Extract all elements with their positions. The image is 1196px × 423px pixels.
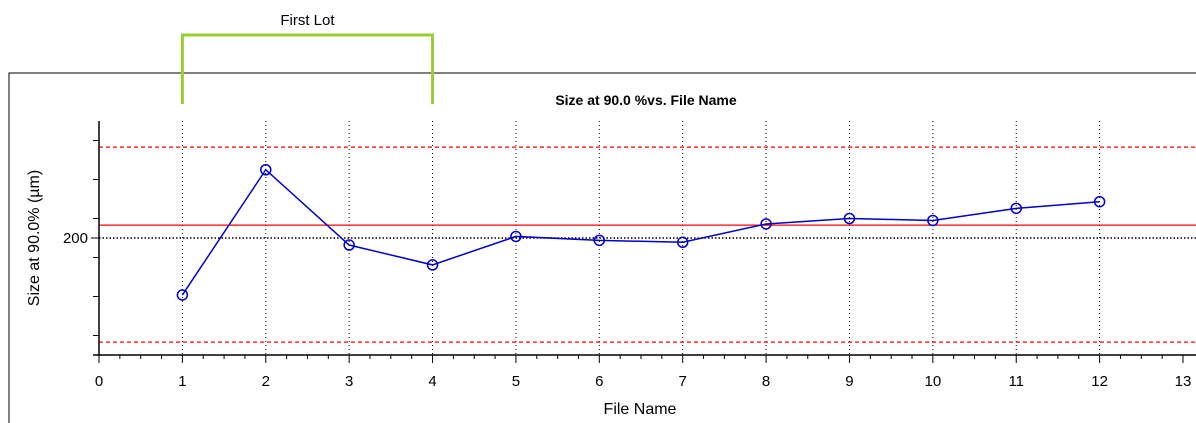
x-axis-title: File Name — [604, 401, 677, 418]
data-point — [1010, 202, 1022, 215]
data-point — [1093, 195, 1106, 208]
x-tick-label: 1 — [178, 373, 186, 390]
data-point — [426, 259, 439, 271]
data-point — [510, 230, 522, 243]
x-tick-label: 6 — [595, 373, 603, 390]
data-point — [760, 218, 772, 230]
x-tick-label: 5 — [512, 373, 520, 390]
data-point — [593, 234, 606, 247]
reference-lines — [99, 146, 1196, 343]
data-point — [176, 289, 189, 301]
data-point — [927, 214, 939, 227]
y-tick-label: 200 — [63, 230, 88, 247]
y-axis-title: Size at 90.0% (µm) — [26, 170, 43, 306]
series-layer — [176, 164, 1106, 301]
data-point — [260, 164, 272, 176]
data-point — [343, 239, 355, 251]
data-point — [843, 212, 856, 225]
series-line-0 — [181, 168, 1100, 296]
first-lot-annotation: First Lot — [180, 12, 435, 104]
first-lot-bracket — [180, 33, 435, 104]
x-tick-label: 4 — [428, 373, 436, 390]
x-tick-label: 8 — [762, 373, 770, 390]
x-tick-label: 11 — [1008, 373, 1024, 390]
x-tick-label: 9 — [845, 373, 853, 390]
x-tick-label: 0 — [95, 373, 103, 390]
x-tick-label: 10 — [925, 373, 942, 390]
x-tick-label: 13 — [1175, 373, 1192, 390]
data-point — [676, 236, 689, 249]
x-tick-label: 2 — [262, 373, 270, 390]
first-lot-label: First Lot — [280, 12, 335, 29]
x-tick-label: 3 — [345, 373, 353, 390]
x-tick-label: 12 — [1091, 373, 1108, 390]
chart-title: Size at 90.0 %vs. File Name — [555, 92, 737, 108]
x-tick-label: 7 — [679, 373, 687, 390]
chart-frame — [8, 72, 1196, 423]
